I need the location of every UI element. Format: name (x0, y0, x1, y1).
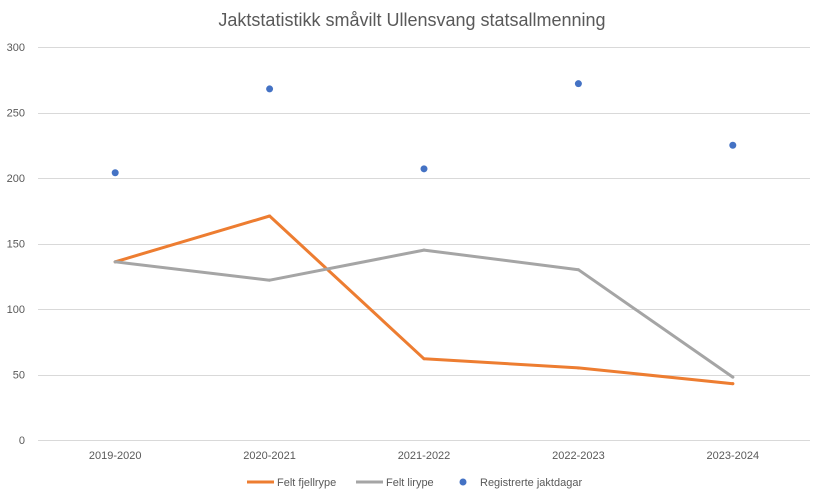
y-tick-label: 250 (7, 108, 25, 120)
data-point (111, 169, 119, 177)
legend-swatch (459, 478, 467, 486)
x-tick-label: 2022-2023 (552, 450, 605, 462)
chart-title: Jaktstatistikk småvilt Ullensvang statsa… (218, 10, 605, 30)
series-registrerte-jaktdagar (111, 80, 737, 177)
data-point (576, 268, 580, 272)
data-point (574, 80, 582, 88)
legend-label: Felt fjellrype (277, 477, 336, 489)
x-tick-label: 2021-2022 (398, 450, 451, 462)
series-layer (111, 80, 737, 386)
x-tick-label: 2023-2024 (706, 450, 759, 462)
legend-item-felt-fjellrype: Felt fjellrype (247, 477, 336, 489)
legend-label: Felt lirype (386, 477, 434, 489)
data-point (266, 85, 274, 93)
data-point (113, 260, 117, 264)
y-tick-label: 0 (19, 435, 25, 447)
x-axis-ticks: 2019-2020 2020-2021 2021-2022 2022-2023 2023… (89, 450, 759, 462)
data-point (731, 375, 735, 379)
series-felt-lirype (113, 248, 735, 379)
gridlines (38, 47, 810, 441)
y-tick-label: 50 (13, 370, 25, 382)
legend-item-felt-lirype: Felt lirype (356, 477, 434, 489)
legend-item-registrerte-jaktdagar: Registrerte jaktdagar (459, 477, 582, 489)
y-tick-label: 150 (7, 239, 25, 251)
data-point (420, 165, 428, 173)
x-tick-label: 2020-2021 (243, 450, 296, 462)
data-point (731, 382, 735, 386)
y-axis-ticks: 0 50 100 150 200 250 300 (7, 42, 25, 447)
data-point (268, 278, 272, 282)
data-point (729, 141, 737, 149)
data-point (422, 357, 426, 361)
y-tick-label: 300 (7, 42, 25, 54)
legend: Felt fjellrype Felt lirype Registrerte jak… (247, 477, 582, 489)
data-point (268, 214, 272, 218)
x-tick-label: 2019-2020 (89, 450, 142, 462)
data-point (576, 366, 580, 370)
data-point (422, 248, 426, 252)
series-felt-fjellrype (113, 214, 735, 386)
y-tick-label: 100 (7, 304, 25, 316)
y-tick-label: 200 (7, 173, 25, 185)
legend-label: Registrerte jaktdagar (480, 477, 582, 489)
